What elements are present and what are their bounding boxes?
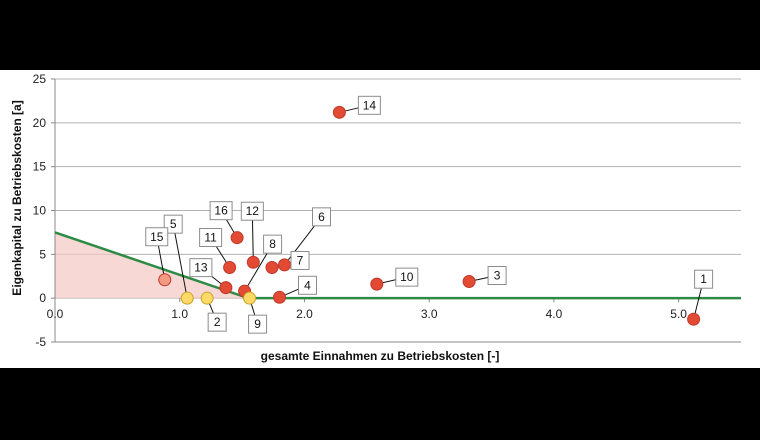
callout-box-9 [248, 314, 268, 334]
data-point-2 [200, 291, 214, 305]
point-label-10: 10 [400, 270, 414, 284]
callout-box-1 [694, 269, 714, 289]
data-point-3 [462, 275, 476, 289]
y-tick-label: 25 [33, 72, 47, 86]
x-tick-label: 5.0 [670, 307, 687, 321]
x-tick-label: 2.0 [296, 307, 313, 321]
point-label-6: 6 [318, 210, 325, 224]
callout-box-6 [311, 207, 331, 227]
point-label-5: 5 [170, 217, 177, 231]
data-point-7 [265, 260, 279, 274]
x-tick-label: 1.0 [171, 307, 188, 321]
leader-line-5 [172, 224, 188, 299]
callout-box-4 [298, 275, 318, 295]
x-tick-label: 3.0 [421, 307, 438, 321]
point-label-15: 15 [150, 230, 164, 244]
point-label-2: 2 [214, 315, 221, 329]
callout-box-13 [189, 258, 213, 278]
point-label-3: 3 [494, 269, 501, 283]
point-label-1: 1 [700, 272, 707, 286]
callout-box-16 [209, 201, 233, 221]
data-point-10 [370, 277, 384, 291]
x-tick-label: 0.0 [47, 307, 64, 321]
callout-box-12 [240, 201, 264, 221]
data-point-15 [158, 273, 172, 287]
x-tick-label: 4.0 [546, 307, 563, 321]
point-label-14: 14 [363, 98, 377, 112]
x-axis-title: gesamte Einnahmen zu Betriebskosten [-] [261, 349, 500, 363]
data-point-14 [332, 105, 346, 119]
point-label-11: 11 [204, 230, 217, 244]
point-label-12: 12 [246, 204, 260, 218]
data-point-1 [687, 312, 701, 326]
data-point-6 [277, 258, 291, 272]
chart-figure: 1 2 3 4 5 6 7 8 9 10 11 12 13 14 15 16 25 20 15 10 5 0 -5 0.0 1… [0, 70, 760, 368]
callout-box-3 [487, 266, 507, 286]
point-label-4: 4 [304, 278, 311, 292]
point-label-9: 9 [254, 317, 261, 331]
callout-box-7 [290, 250, 310, 270]
data-point-11 [223, 260, 237, 274]
data-point-13 [219, 281, 233, 295]
y-axis-title: Eigenkapital zu Betriebskosten [a] [10, 100, 24, 295]
data-point-5 [180, 291, 194, 305]
data-points [158, 105, 701, 326]
callout-box-5 [163, 214, 183, 234]
callout-box-14 [357, 95, 381, 115]
data-point-4 [273, 290, 287, 304]
data-point-9 [243, 291, 257, 305]
callout-box-10 [395, 267, 419, 287]
gridlines [55, 78, 741, 343]
data-point-12 [246, 255, 260, 269]
y-tick-label: 5 [39, 247, 46, 261]
point-label-7: 7 [297, 253, 304, 267]
y-tick-label: 20 [33, 116, 47, 130]
y-tick-label: 15 [33, 160, 47, 174]
callout-box-2 [207, 312, 227, 332]
y-tick-label: -5 [35, 335, 46, 349]
data-point-16 [230, 231, 244, 245]
callout-box-8 [263, 234, 283, 254]
callout-box-15 [145, 227, 169, 247]
callout-box-11 [199, 227, 223, 247]
point-label-8: 8 [269, 237, 276, 251]
y-tick-label: 0 [39, 291, 46, 305]
y-tick-label: 10 [33, 204, 47, 218]
point-label-16: 16 [214, 204, 228, 218]
axes [51, 78, 741, 343]
point-label-13: 13 [194, 261, 208, 275]
